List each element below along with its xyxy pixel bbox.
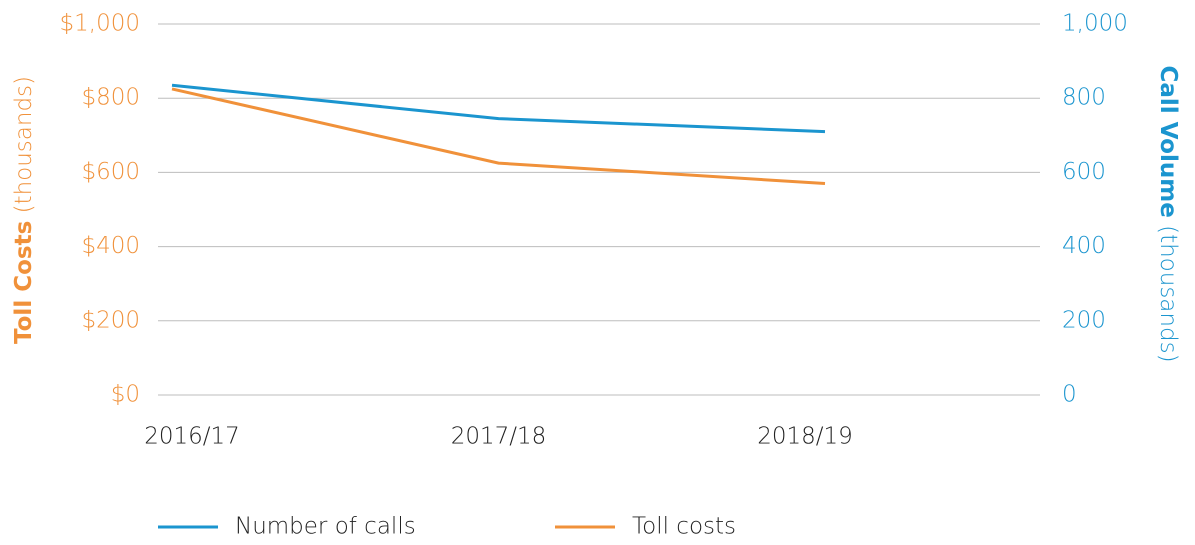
y-tick-label: $200 — [81, 307, 140, 333]
y2-tick-label: 0 — [1062, 382, 1077, 408]
y2-tick-label: 1,000 — [1062, 11, 1128, 37]
y2-tick-label: 400 — [1062, 233, 1106, 259]
y-axis-label-bold: Toll Costs — [11, 221, 37, 344]
y-tick-label: $1,000 — [60, 11, 140, 37]
y-tick-label: $800 — [81, 85, 140, 111]
legend-label: Toll costs — [632, 514, 736, 540]
y2-tick-label: 200 — [1062, 307, 1106, 333]
y-axis-label: Toll Costs (thousands) — [11, 76, 37, 344]
x-tick-label: 2017/18 — [451, 424, 547, 450]
y-tick-label: $0 — [111, 382, 140, 408]
y2-axis-label-unit: (thousands) — [1156, 225, 1182, 362]
series-line — [171, 87, 826, 186]
y-axis-label-unit: (thousands) — [11, 76, 37, 213]
y2-axis-label: Call Volume (thousands) — [1156, 65, 1182, 362]
y2-tick-label: 600 — [1062, 159, 1106, 185]
x-tick-label: 2016/17 — [144, 424, 240, 450]
y2-axis-label-bold: Call Volume — [1156, 65, 1182, 217]
x-tick-label: 2018/19 — [757, 424, 853, 450]
y-tick-label: $400 — [81, 233, 140, 259]
legend-label: Number of calls — [235, 514, 416, 540]
y2-tick-label: 800 — [1062, 85, 1106, 111]
y-tick-label: $600 — [81, 159, 140, 185]
series-line — [171, 83, 826, 134]
